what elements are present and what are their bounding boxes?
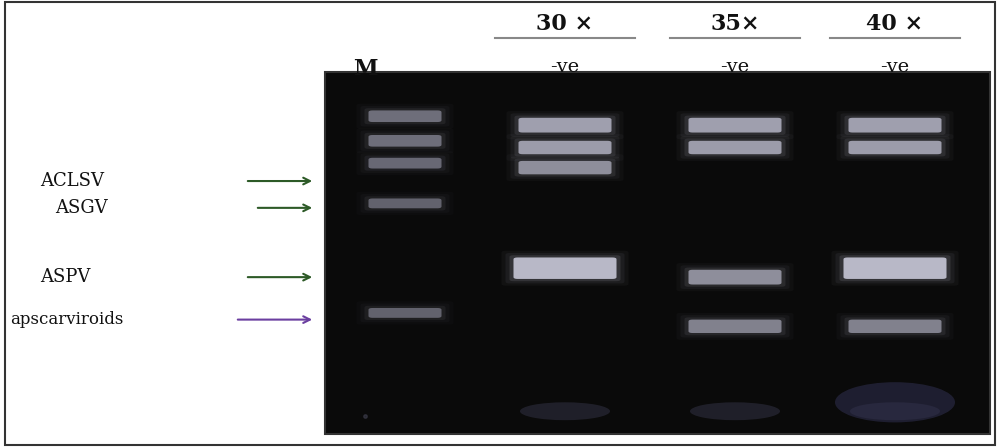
FancyBboxPatch shape: [365, 156, 446, 171]
Text: 30 ×: 30 ×: [536, 13, 594, 35]
FancyBboxPatch shape: [361, 131, 450, 151]
Text: ACLSV: ACLSV: [40, 172, 104, 190]
Ellipse shape: [520, 402, 610, 420]
Text: ASPV: ASPV: [40, 268, 90, 286]
FancyBboxPatch shape: [840, 136, 950, 159]
FancyBboxPatch shape: [514, 139, 615, 156]
FancyBboxPatch shape: [840, 315, 950, 337]
FancyBboxPatch shape: [684, 317, 786, 335]
FancyBboxPatch shape: [505, 253, 624, 283]
FancyBboxPatch shape: [680, 266, 790, 289]
FancyBboxPatch shape: [518, 161, 611, 174]
Ellipse shape: [835, 382, 955, 422]
Text: 35×: 35×: [710, 13, 760, 35]
FancyBboxPatch shape: [369, 198, 442, 208]
Bar: [325, 72, 990, 434]
FancyBboxPatch shape: [688, 141, 782, 154]
FancyBboxPatch shape: [848, 118, 942, 133]
FancyBboxPatch shape: [365, 196, 446, 211]
FancyBboxPatch shape: [844, 139, 946, 156]
FancyBboxPatch shape: [369, 158, 442, 169]
FancyBboxPatch shape: [369, 110, 442, 122]
FancyBboxPatch shape: [844, 257, 946, 279]
FancyBboxPatch shape: [680, 113, 790, 137]
FancyBboxPatch shape: [518, 141, 611, 154]
FancyBboxPatch shape: [518, 118, 611, 133]
FancyBboxPatch shape: [514, 115, 615, 135]
Ellipse shape: [850, 402, 940, 420]
FancyBboxPatch shape: [365, 133, 446, 149]
FancyBboxPatch shape: [361, 106, 450, 127]
Text: apscarviroids: apscarviroids: [10, 311, 123, 328]
Text: M: M: [353, 58, 377, 80]
FancyBboxPatch shape: [514, 257, 616, 279]
FancyBboxPatch shape: [365, 306, 446, 320]
FancyBboxPatch shape: [509, 255, 620, 281]
Ellipse shape: [690, 402, 780, 420]
FancyBboxPatch shape: [684, 139, 786, 156]
Text: -ve: -ve: [550, 58, 580, 76]
FancyBboxPatch shape: [365, 108, 446, 124]
FancyBboxPatch shape: [836, 253, 954, 283]
FancyBboxPatch shape: [510, 136, 619, 159]
FancyBboxPatch shape: [510, 156, 619, 179]
FancyBboxPatch shape: [369, 135, 442, 147]
FancyBboxPatch shape: [684, 115, 786, 135]
FancyBboxPatch shape: [688, 270, 782, 285]
Text: -ve: -ve: [880, 58, 910, 76]
Text: -ve: -ve: [720, 58, 750, 76]
FancyBboxPatch shape: [361, 153, 450, 173]
FancyBboxPatch shape: [680, 136, 790, 159]
FancyBboxPatch shape: [514, 159, 615, 177]
FancyBboxPatch shape: [369, 308, 442, 318]
FancyBboxPatch shape: [844, 115, 946, 135]
Text: ASGV: ASGV: [55, 199, 108, 217]
FancyBboxPatch shape: [848, 320, 942, 333]
FancyBboxPatch shape: [510, 113, 619, 137]
FancyBboxPatch shape: [684, 267, 786, 287]
FancyBboxPatch shape: [844, 317, 946, 335]
FancyBboxPatch shape: [840, 113, 950, 137]
FancyBboxPatch shape: [688, 118, 782, 133]
FancyBboxPatch shape: [840, 255, 950, 281]
FancyBboxPatch shape: [848, 141, 942, 154]
Text: 40 ×: 40 ×: [866, 13, 924, 35]
FancyBboxPatch shape: [688, 320, 782, 333]
FancyBboxPatch shape: [680, 315, 790, 337]
